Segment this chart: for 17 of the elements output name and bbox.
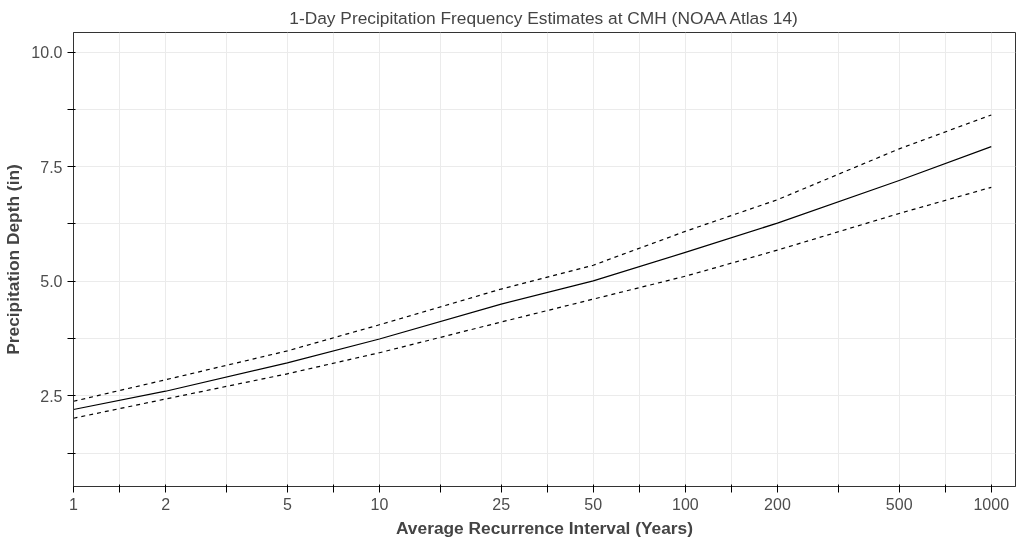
y-tick-label: 5.0 xyxy=(40,273,63,291)
x-tick-label: 200 xyxy=(764,495,791,513)
x-tick-label: 10 xyxy=(370,495,389,513)
x-tick-label: 1 xyxy=(69,495,79,513)
x-tick-label: 5 xyxy=(282,495,292,513)
x-tick-label: 25 xyxy=(492,495,511,513)
y-tick-label: 7.5 xyxy=(40,158,63,176)
chart-title: 1-Day Precipitation Frequency Estimates at CMH (NOAA Atlas 14) xyxy=(289,7,798,28)
y-tick-label: 10.0 xyxy=(31,44,63,62)
x-axis-title: Average Recurrence Interval (Years) xyxy=(396,517,693,538)
y-tick-label: 2.5 xyxy=(40,387,63,405)
y-axis-title: Precipitation Depth (in) xyxy=(3,164,24,355)
x-tick-label: 2 xyxy=(161,495,171,513)
x-tick-label: 1000 xyxy=(973,495,1010,513)
x-tick-label: 50 xyxy=(584,495,603,513)
x-tick-label: 500 xyxy=(885,495,913,513)
x-tick-label: 100 xyxy=(672,495,699,513)
